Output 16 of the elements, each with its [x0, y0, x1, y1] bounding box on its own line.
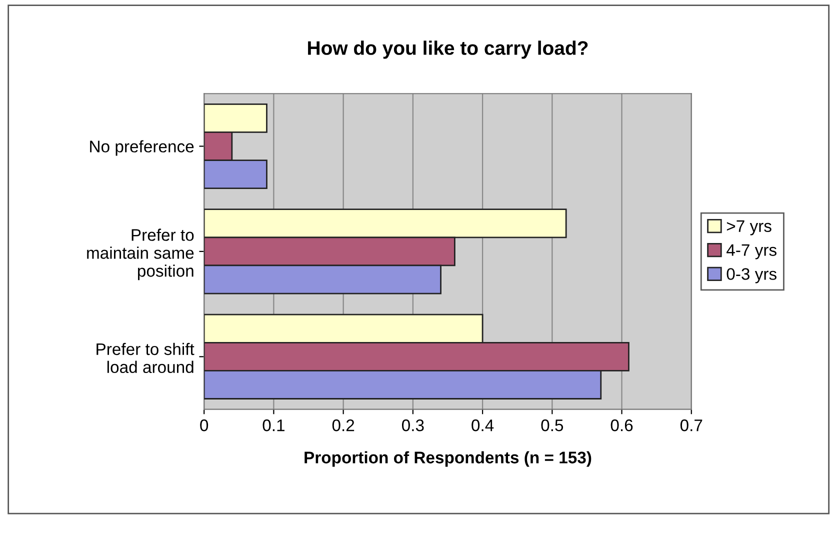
x-tick-label: 0.1 — [262, 419, 284, 432]
y-tick-label: No preference — [90, 140, 194, 156]
y-tick-label: Prefer to maintain same position — [87, 228, 194, 280]
x-tick-label: 0 — [200, 419, 208, 432]
x-axis-title: Proportion of Respondents (n = 153) — [304, 451, 592, 467]
legend-label: >7 yrs — [726, 220, 772, 236]
y-tick-label: Prefer to shift load around — [96, 342, 194, 374]
x-tick-label: 0.4 — [472, 419, 494, 432]
x-tick-label: 0.6 — [610, 419, 633, 432]
x-tick-label: 0.3 — [402, 419, 424, 432]
legend-label: 0-3 yrs — [726, 268, 776, 284]
x-tick-label: 0.5 — [541, 419, 564, 432]
chart-title: How do you like to carry load? — [308, 40, 588, 59]
legend-label: 4-7 yrs — [726, 244, 776, 260]
x-tick-label: 0.2 — [332, 419, 354, 432]
x-tick-label: 0.7 — [680, 419, 702, 432]
